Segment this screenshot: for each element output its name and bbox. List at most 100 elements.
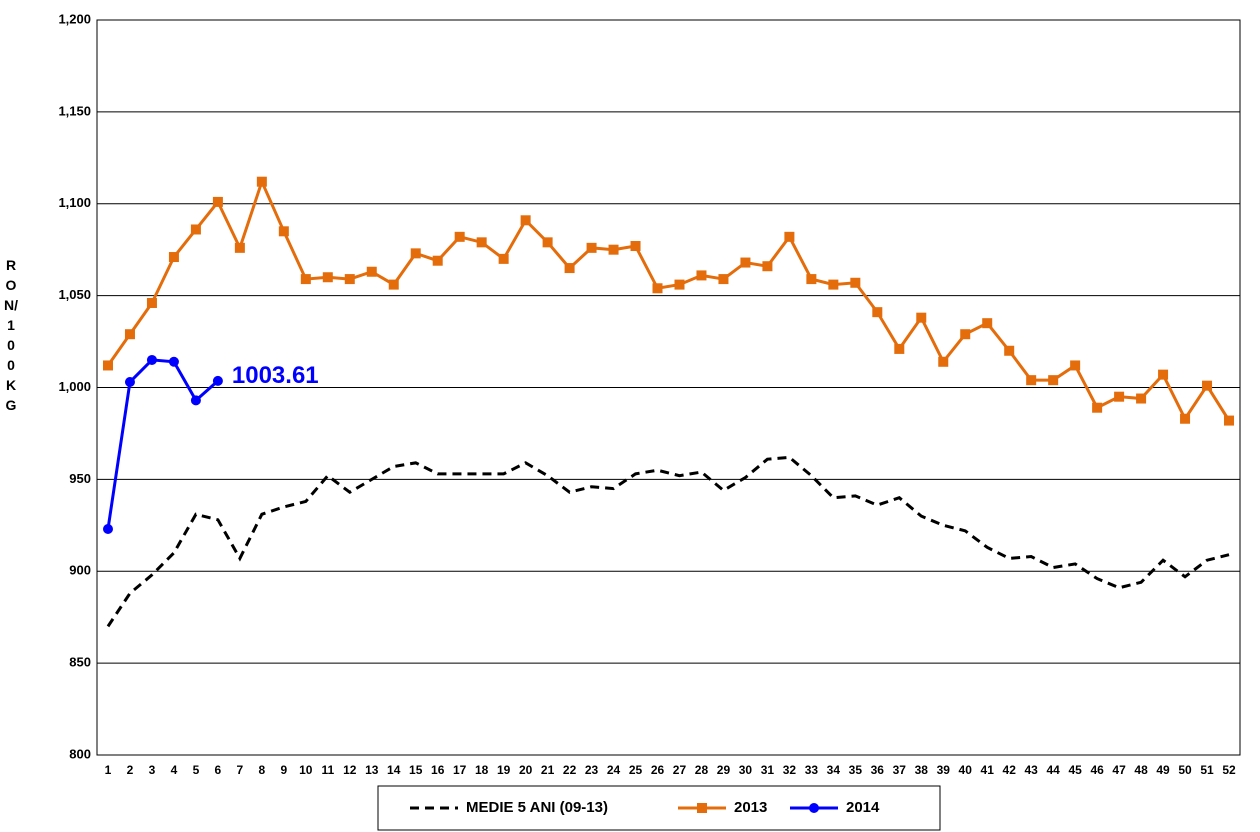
marker	[190, 395, 201, 406]
marker	[872, 307, 883, 318]
legend-label: 2013	[734, 799, 767, 816]
x-tick-label: 34	[827, 763, 841, 777]
x-tick-label: 24	[607, 763, 621, 777]
marker	[1092, 402, 1103, 413]
x-tick-label: 43	[1025, 763, 1039, 777]
legend-label: 2014	[846, 799, 880, 816]
marker	[124, 329, 135, 340]
marker	[1070, 360, 1081, 371]
x-tick-label: 25	[629, 763, 643, 777]
x-tick-label: 1	[105, 763, 112, 777]
x-tick-label: 28	[695, 763, 709, 777]
marker	[190, 224, 201, 235]
marker	[916, 312, 927, 323]
x-tick-label: 40	[959, 763, 973, 777]
x-tick-label: 33	[805, 763, 819, 777]
marker	[740, 257, 751, 268]
marker	[938, 356, 949, 367]
marker	[146, 297, 157, 308]
x-tick-label: 31	[761, 763, 775, 777]
x-tick-label: 41	[981, 763, 995, 777]
y-tick-label: 950	[69, 471, 91, 486]
x-tick-label: 22	[563, 763, 577, 777]
x-tick-label: 35	[849, 763, 863, 777]
x-tick-label: 37	[893, 763, 907, 777]
marker	[1048, 375, 1059, 386]
x-tick-label: 11	[321, 763, 334, 777]
marker	[168, 252, 179, 263]
marker	[850, 277, 861, 288]
x-tick-label: 32	[783, 763, 797, 777]
x-tick-label: 10	[299, 763, 313, 777]
x-tick-label: 42	[1003, 763, 1017, 777]
marker	[168, 356, 179, 367]
marker	[1004, 345, 1015, 356]
marker	[234, 242, 245, 253]
x-tick-label: 5	[193, 763, 200, 777]
marker	[982, 318, 993, 329]
marker	[300, 274, 311, 285]
marker	[146, 354, 157, 365]
x-tick-label: 48	[1134, 763, 1148, 777]
y-tick-label: 800	[69, 746, 91, 761]
y-tick-label: 1,200	[58, 11, 91, 26]
x-tick-label: 18	[475, 763, 489, 777]
y-tick-label: 900	[69, 563, 91, 578]
legend-box	[377, 785, 941, 831]
marker	[1180, 413, 1191, 424]
marker	[1224, 415, 1235, 426]
marker	[806, 274, 817, 285]
marker	[894, 343, 905, 354]
marker	[322, 272, 333, 283]
x-tick-label: 19	[497, 763, 511, 777]
marker	[432, 255, 443, 266]
marker	[784, 231, 795, 242]
marker	[1026, 375, 1037, 386]
marker	[762, 261, 773, 272]
x-tick-label: 13	[365, 763, 379, 777]
x-tick-label: 49	[1156, 763, 1170, 777]
marker	[102, 360, 113, 371]
x-tick-label: 51	[1200, 763, 1214, 777]
marker	[718, 274, 729, 285]
x-tick-label: 20	[519, 763, 533, 777]
y-tick-label: 1,050	[58, 287, 91, 302]
marker	[476, 237, 487, 248]
x-tick-label: 9	[280, 763, 287, 777]
y-tick-label: 1,000	[58, 379, 91, 394]
x-tick-label: 38	[915, 763, 929, 777]
plot-frame	[96, 19, 1241, 756]
x-tick-label: 6	[215, 763, 222, 777]
x-tick-label: 16	[431, 763, 445, 777]
series-line	[106, 177, 1231, 422]
marker	[344, 274, 355, 285]
x-tick-label: 29	[717, 763, 731, 777]
marker	[608, 244, 619, 255]
x-tick-label: 12	[343, 763, 357, 777]
marker	[1202, 380, 1213, 391]
marker	[278, 226, 289, 237]
marker	[366, 266, 377, 277]
y-tick-label: 1,100	[58, 195, 91, 210]
marker	[388, 279, 399, 290]
legend-label: MEDIE 5 ANI (09-13)	[466, 799, 608, 816]
marker	[630, 241, 641, 252]
x-tick-label: 46	[1090, 763, 1104, 777]
x-tick-label: 36	[871, 763, 885, 777]
x-tick-label: 15	[409, 763, 423, 777]
y-tick-label: 1,150	[58, 103, 91, 118]
x-tick-label: 52	[1222, 763, 1236, 777]
series-line	[106, 358, 219, 530]
marker	[102, 523, 113, 534]
marker	[212, 196, 223, 207]
x-tick-label: 4	[171, 763, 178, 777]
x-tick-label: 27	[673, 763, 687, 777]
marker	[520, 215, 531, 226]
x-tick-label: 39	[937, 763, 951, 777]
marker	[586, 242, 597, 253]
marker	[454, 231, 465, 242]
x-tick-label: 2	[127, 763, 134, 777]
series-line	[106, 455, 1230, 628]
